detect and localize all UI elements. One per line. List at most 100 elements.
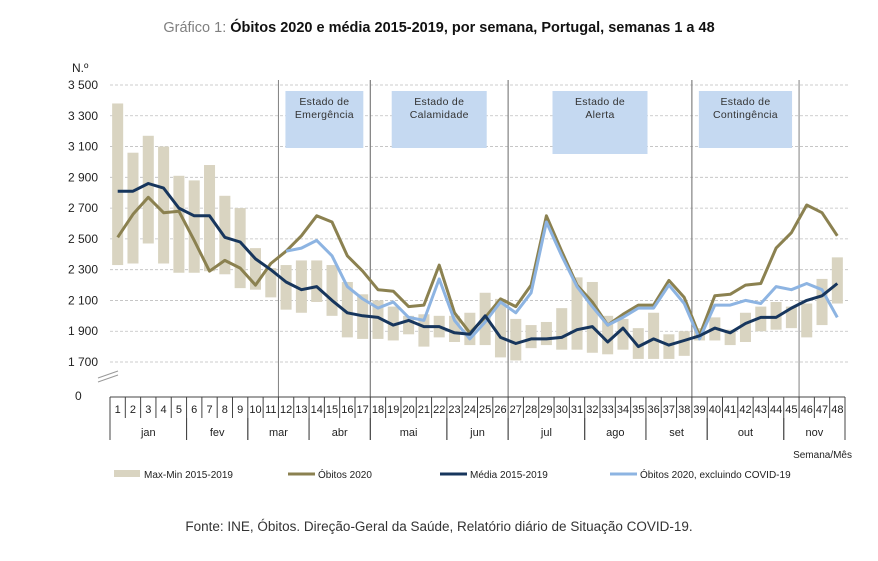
range-bar xyxy=(801,303,813,338)
chart-title: Gráfico 1: Óbitos 2020 e média 2015-2019… xyxy=(0,20,878,36)
range-bar xyxy=(295,260,307,313)
x-tick-label: 47 xyxy=(816,404,828,416)
x-tick-label: 14 xyxy=(311,404,323,416)
range-bar xyxy=(510,318,522,361)
x-tick-label: 7 xyxy=(206,404,212,416)
x-tick-label: 34 xyxy=(617,404,629,416)
x-tick-label: 29 xyxy=(540,404,552,416)
y-tick-label: 3 100 xyxy=(68,140,98,154)
series-lines xyxy=(116,182,839,349)
x-tick-label: 21 xyxy=(418,404,430,416)
state-label: Estado de xyxy=(575,96,625,108)
x-tick-label: 3 xyxy=(145,404,151,416)
legend-label: Max-Min 2015-2019 xyxy=(144,470,233,481)
range-bar xyxy=(602,315,614,355)
range-bar xyxy=(632,328,644,359)
range-bar xyxy=(540,321,552,346)
x-tick-label: 20 xyxy=(402,404,414,416)
x-tick-label: 38 xyxy=(678,404,690,416)
x-tick-label: 8 xyxy=(222,404,228,416)
range-bar xyxy=(648,312,660,359)
state-label: Contingência xyxy=(713,109,778,121)
month-label: jan xyxy=(140,427,156,439)
x-tick-label: 42 xyxy=(739,404,751,416)
state-label: Estado de xyxy=(414,96,464,108)
legend: Max-Min 2015-2019 Óbitos 2020 Média 2015-2… xyxy=(114,468,791,481)
y-tick-label: 3 500 xyxy=(68,78,98,92)
range-bar xyxy=(265,268,277,298)
x-tick-label: 19 xyxy=(387,404,399,416)
month-label: set xyxy=(669,427,684,439)
x-tick-label: 23 xyxy=(448,404,460,416)
x-axis-label: Semana/Mês xyxy=(793,450,852,461)
y-tick-label: 1 700 xyxy=(68,355,98,369)
range-bar xyxy=(142,135,154,244)
x-tick-label: 13 xyxy=(295,404,307,416)
range-bar xyxy=(678,331,690,356)
month-label: out xyxy=(738,427,753,439)
x-tick-label: 41 xyxy=(724,404,736,416)
state-label: Estado de xyxy=(299,96,349,108)
x-tick-label: 18 xyxy=(372,404,384,416)
legend-label: Média 2015-2019 xyxy=(470,470,548,481)
x-tick-label: 24 xyxy=(464,404,476,416)
series-line xyxy=(285,220,839,341)
state-label: Emergência xyxy=(295,109,354,121)
range-bar xyxy=(663,334,675,359)
x-tick-label: 16 xyxy=(341,404,353,416)
source-note: Fonte: INE, Óbitos. Direção-Geral da Saú… xyxy=(185,519,693,534)
range-bar xyxy=(494,298,506,358)
state-box xyxy=(552,91,648,154)
range-bar xyxy=(785,306,797,329)
month-label: jul xyxy=(540,427,552,439)
range-bar xyxy=(158,146,170,264)
x-tick-label: 25 xyxy=(479,404,491,416)
range-bar xyxy=(341,281,353,338)
range-bar xyxy=(280,265,292,310)
month-label: ago xyxy=(606,427,624,439)
x-tick-label: 45 xyxy=(785,404,797,416)
x-tick-label: 27 xyxy=(510,404,522,416)
x-tick-label: 44 xyxy=(770,404,782,416)
range-bar xyxy=(127,152,139,264)
range-bar xyxy=(418,314,430,347)
range-bar xyxy=(311,260,323,302)
x-tick-label: 33 xyxy=(602,404,614,416)
series-line xyxy=(117,182,839,349)
x-tick-label: 17 xyxy=(357,404,369,416)
range-bar xyxy=(617,318,629,350)
x-tick-label: 9 xyxy=(237,404,243,416)
range-bar xyxy=(556,308,568,350)
range-bar xyxy=(173,175,185,273)
x-tick-label: 1 xyxy=(115,404,121,416)
x-tick-label: 48 xyxy=(831,404,843,416)
state-box xyxy=(285,91,364,148)
range-bar xyxy=(188,180,200,273)
axis-break-mark xyxy=(97,374,119,383)
legend-label: Óbitos 2020 xyxy=(318,468,372,481)
x-tick-label: 6 xyxy=(191,404,197,416)
range-bar xyxy=(403,315,415,335)
x-tick-label: 2 xyxy=(130,404,136,416)
range-bar xyxy=(724,329,736,346)
x-tick-label: 10 xyxy=(249,404,261,416)
x-tick-label: 35 xyxy=(632,404,644,416)
x-tick-label: 11 xyxy=(265,404,276,416)
x-tick-label: 26 xyxy=(494,404,506,416)
month-label: jun xyxy=(469,427,485,439)
y-tick-label: 2 500 xyxy=(68,232,98,246)
x-tick-label: 37 xyxy=(663,404,675,416)
range-bar xyxy=(234,208,246,289)
range-bar xyxy=(464,312,476,346)
month-label: abr xyxy=(332,427,348,439)
axis-break-mark xyxy=(97,370,119,379)
range-bar xyxy=(112,103,124,266)
x-tick-label: 32 xyxy=(586,404,598,416)
range-bar xyxy=(816,278,828,326)
state-box xyxy=(698,91,793,148)
y-zero-label: 0 xyxy=(75,389,82,403)
x-tick-label: 43 xyxy=(755,404,767,416)
range-bar xyxy=(739,312,751,342)
